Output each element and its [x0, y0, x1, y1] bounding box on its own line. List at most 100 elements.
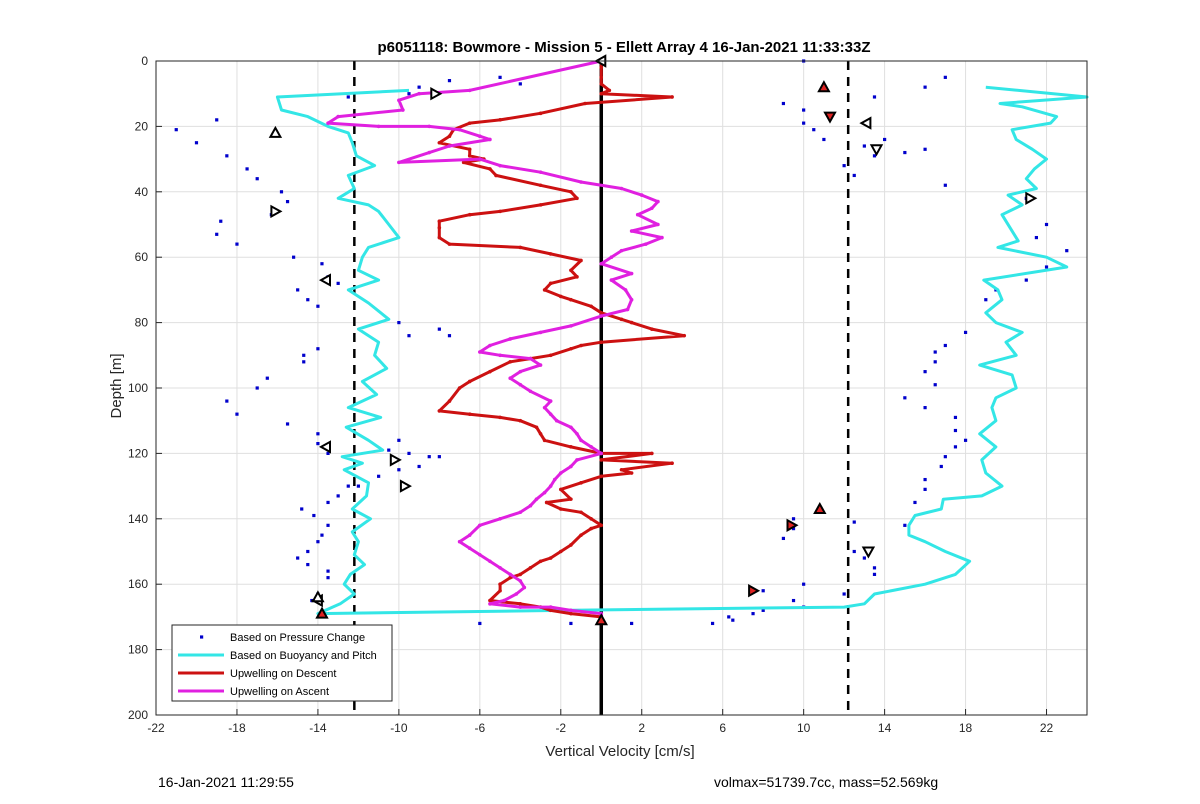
series-vertex	[538, 363, 543, 367]
pressure-point	[306, 298, 310, 302]
series-vertex	[558, 294, 563, 299]
pressure-point	[255, 177, 259, 181]
pressure-point	[215, 232, 219, 236]
pressure-point	[320, 262, 324, 266]
series-vertex	[498, 118, 502, 122]
series-vertex	[508, 572, 512, 577]
series-vertex	[579, 258, 583, 263]
series-vertex	[609, 255, 614, 259]
series-vertex	[467, 147, 472, 152]
series-vertex	[498, 582, 502, 586]
pressure-point	[872, 566, 877, 570]
pressure-point	[407, 92, 411, 96]
triangle-right-marker	[389, 453, 402, 467]
series-vertex	[502, 598, 506, 603]
series-vertex	[589, 517, 593, 521]
series-vertex	[569, 445, 573, 449]
pressure-point	[953, 428, 958, 433]
triangle-right-marker	[430, 87, 443, 101]
pressure-point	[923, 406, 927, 410]
x-tick-label: -22	[147, 721, 165, 735]
pressure-point	[933, 383, 937, 387]
series-vertex	[397, 160, 401, 165]
pressure-point	[1044, 222, 1049, 227]
series-vertex	[498, 209, 502, 214]
pressure-point	[292, 255, 296, 259]
pressure-point	[791, 598, 796, 603]
series-vertex	[528, 356, 533, 361]
series-vertex	[437, 140, 442, 145]
series-vertex	[650, 206, 654, 210]
pressure-point	[215, 118, 219, 122]
series-vertex	[488, 598, 492, 603]
series-vertex	[599, 340, 604, 345]
series-vertex	[488, 343, 492, 348]
pressure-point	[336, 494, 340, 498]
series-vertex	[625, 307, 630, 312]
pressure-point	[903, 523, 907, 527]
pressure-point	[377, 474, 381, 478]
pressure-point	[862, 556, 866, 560]
y-tick-label: 180	[128, 643, 148, 657]
series-vertex	[558, 487, 563, 492]
series-vertex	[599, 523, 604, 528]
legend-swatch-dot	[200, 635, 204, 639]
pressure-point	[397, 321, 401, 325]
series-vertex	[599, 474, 604, 479]
series-vertex	[569, 543, 573, 547]
y-tick-label: 0	[141, 54, 148, 68]
series-vertex	[528, 503, 533, 508]
x-tick-label: 10	[797, 721, 811, 735]
x-tick-label: 14	[878, 721, 892, 735]
legend-label: Based on Pressure Change	[230, 632, 365, 644]
series-vertex	[498, 566, 502, 570]
series-vertex	[478, 134, 482, 139]
series-vertex	[643, 242, 648, 246]
pressure-point	[903, 396, 907, 400]
pressure-point	[302, 353, 306, 357]
series-vertex	[599, 451, 604, 456]
series-vertex	[534, 497, 539, 501]
pressure-point	[802, 108, 806, 112]
pressure-point	[336, 281, 340, 285]
pressure-point	[437, 455, 441, 459]
series-vertex	[650, 451, 654, 456]
series-vertex	[656, 222, 660, 227]
series-vertex	[528, 389, 533, 394]
triangle-up-marker	[315, 606, 329, 619]
pressure-point	[727, 615, 731, 619]
series-vertex	[376, 124, 381, 129]
x-axis-label: Vertical Velocity [cm/s]	[545, 743, 694, 760]
pressure-point	[316, 441, 320, 446]
pressure-point	[630, 621, 634, 626]
series-vertex	[518, 418, 523, 423]
series-vertex	[457, 539, 462, 544]
pressure-point	[953, 415, 958, 420]
series-vertex	[498, 353, 502, 358]
start-timestamp: 16-Jan-2021 11:29:55	[158, 774, 294, 790]
series-vertex	[538, 111, 543, 116]
y-tick-label: 100	[128, 381, 148, 395]
series-vertex	[498, 588, 502, 593]
series-vertex	[498, 517, 502, 521]
pressure-point	[1024, 278, 1028, 282]
series-vertex	[623, 288, 628, 292]
pressure-point	[923, 85, 927, 89]
series-vertex	[447, 242, 452, 246]
series-vertex	[508, 360, 512, 364]
pressure-point	[802, 582, 806, 586]
triangle-left-marker	[318, 273, 331, 287]
pressure-point	[781, 536, 786, 541]
pressure-point	[397, 468, 401, 472]
legend-box	[171, 624, 393, 702]
series-vertex	[558, 549, 563, 554]
series-vertex	[467, 533, 472, 537]
series-vertex	[599, 314, 604, 318]
pressure-point	[923, 370, 927, 374]
series-vertex	[544, 500, 549, 505]
series-vertex	[619, 248, 624, 253]
series-vertex	[522, 585, 527, 590]
triangle-down-marker	[869, 144, 884, 157]
triangle-down-marker	[823, 111, 837, 124]
series-vertex	[548, 608, 553, 613]
